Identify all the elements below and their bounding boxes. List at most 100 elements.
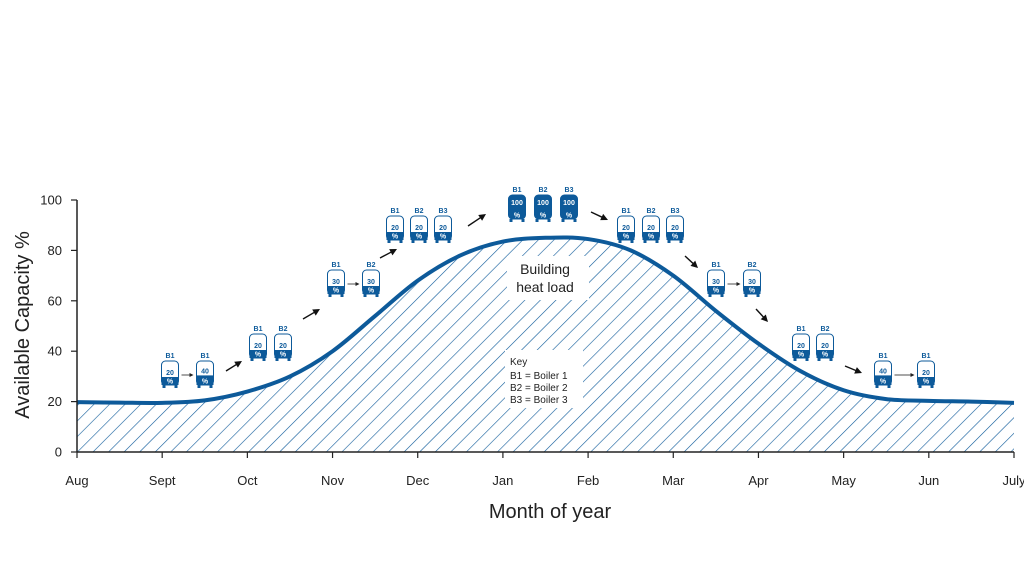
- boiler-icon: B1 100%: [508, 187, 526, 222]
- boiler-icon: B1 20%: [161, 353, 179, 388]
- boiler-percent-sign: %: [392, 234, 399, 241]
- boiler-foot: [399, 240, 403, 243]
- boiler-percent-sign: %: [540, 213, 547, 220]
- boiler-foot: [209, 385, 213, 388]
- boiler-percent: 100: [563, 200, 575, 207]
- boiler-percent: 20: [166, 370, 174, 377]
- boiler-name: B2: [279, 326, 288, 333]
- key-line-b1: B1 = Boiler 1: [510, 371, 568, 382]
- boiler-name: B3: [565, 187, 574, 194]
- boiler-percent-sign: %: [167, 379, 174, 386]
- transition-arrowhead: [690, 260, 698, 268]
- x-tick-label: Aug: [65, 473, 88, 488]
- heat-load-area: [77, 237, 1014, 452]
- heat-load-label-line2: heat load: [516, 279, 574, 295]
- boiler-foot: [509, 219, 513, 222]
- boiler-icon: B2 20%: [816, 326, 834, 361]
- boiler-foot: [328, 294, 332, 297]
- boiler-foot: [340, 294, 344, 297]
- x-tick-label: Nov: [321, 473, 345, 488]
- boiler-name: B1: [622, 208, 631, 215]
- y-tick-label: 80: [48, 243, 62, 258]
- boiler-foot: [387, 240, 391, 243]
- y-tick-label: 20: [48, 394, 62, 409]
- boiler-fill: [196, 375, 214, 385]
- boiler-name: B1: [922, 353, 931, 360]
- boiler-foot: [561, 219, 565, 222]
- x-axis-title: Month of year: [489, 501, 612, 523]
- boiler-foot: [875, 385, 879, 388]
- boiler-percent: 40: [201, 368, 209, 375]
- boiler-percent: 30: [748, 279, 756, 286]
- boiler-name: B1: [166, 353, 175, 360]
- boiler-fill: [617, 232, 635, 240]
- boiler-foot: [174, 385, 178, 388]
- boiler-icon: B2 20%: [274, 326, 292, 361]
- boiler-percent: 20: [391, 225, 399, 232]
- boiler-fill: [161, 377, 179, 385]
- boiler-name: B1: [797, 326, 806, 333]
- boiler-percent: 20: [647, 225, 655, 232]
- boiler-icon: B1 40%: [874, 353, 892, 388]
- x-tick-label: Oct: [237, 473, 258, 488]
- boiler-icon: B2 100%: [534, 187, 552, 222]
- boiler-name: B2: [539, 187, 548, 194]
- boiler-foot: [250, 358, 254, 361]
- transition-arrowhead: [600, 213, 608, 221]
- boiler-foot: [744, 294, 748, 297]
- boiler-name: B2: [647, 208, 656, 215]
- boiler-foot: [262, 358, 266, 361]
- transition-arrow: [590, 211, 603, 219]
- boiler-icon: B2 30%: [362, 262, 380, 297]
- transition-arrowhead: [234, 361, 242, 368]
- transition-arrowhead: [854, 367, 862, 374]
- boiler-fill: [560, 195, 578, 219]
- transition-arrow: [225, 363, 238, 372]
- boiler-percent-sign: %: [333, 288, 340, 295]
- boiler-stages: B1 20% B1 40% B1 20% B2 20% B1 30% B2 30% B1 20% B2 20%…: [161, 187, 935, 388]
- boiler-icon: B3 20%: [434, 208, 452, 243]
- boiler-foot: [887, 385, 891, 388]
- boiler-name: B1: [254, 326, 263, 333]
- boiler-name: B1: [513, 187, 522, 194]
- heat-load-label-line1: Building: [520, 261, 570, 277]
- x-tick-label: Sept: [149, 473, 176, 488]
- boiler-foot: [287, 358, 291, 361]
- stage-small-arrowhead: [910, 373, 915, 377]
- y-tick-label: 60: [48, 293, 62, 308]
- boiler-icon: B1 20%: [249, 326, 267, 361]
- boiler-percent-sign: %: [514, 213, 521, 220]
- boiler-name: B2: [821, 326, 830, 333]
- boiler-icon: B1 40%: [196, 353, 214, 388]
- boiler-icon: B2 20%: [410, 208, 428, 243]
- boiler-percent-sign: %: [623, 234, 630, 241]
- boiler-percent-sign: %: [713, 288, 720, 295]
- boiler-percent: 20: [797, 343, 805, 350]
- boiler-percent: 20: [415, 225, 423, 232]
- boiler-icon: B2 20%: [642, 208, 660, 243]
- boiler-foot: [547, 219, 551, 222]
- heat-load-label-box: [507, 256, 589, 300]
- boiler-percent-sign: %: [648, 234, 655, 241]
- boiler-fill: [874, 375, 892, 385]
- boiler-percent: 100: [537, 200, 549, 207]
- boiler-percent-sign: %: [255, 352, 262, 359]
- y-tick-label: 100: [40, 193, 62, 208]
- boiler-fill: [274, 350, 292, 358]
- boiler-percent-sign: %: [280, 352, 287, 359]
- key-line-b2: B2 = Boiler 2: [510, 383, 568, 394]
- boiler-foot: [756, 294, 760, 297]
- boiler-percent: 100: [511, 200, 523, 207]
- boiler-percent: 40: [879, 368, 887, 375]
- boiler-foot: [411, 240, 415, 243]
- boiler-percent: 20: [922, 370, 930, 377]
- key-title: Key: [510, 357, 527, 368]
- boiler-foot: [643, 240, 647, 243]
- boiler-fill: [327, 286, 345, 294]
- y-axis-title: Available Capacity %: [12, 231, 34, 419]
- boiler-foot: [375, 294, 379, 297]
- x-tick-label: Jun: [918, 473, 939, 488]
- boiler-fill: [249, 350, 267, 358]
- stage-small-arrowhead: [189, 373, 194, 377]
